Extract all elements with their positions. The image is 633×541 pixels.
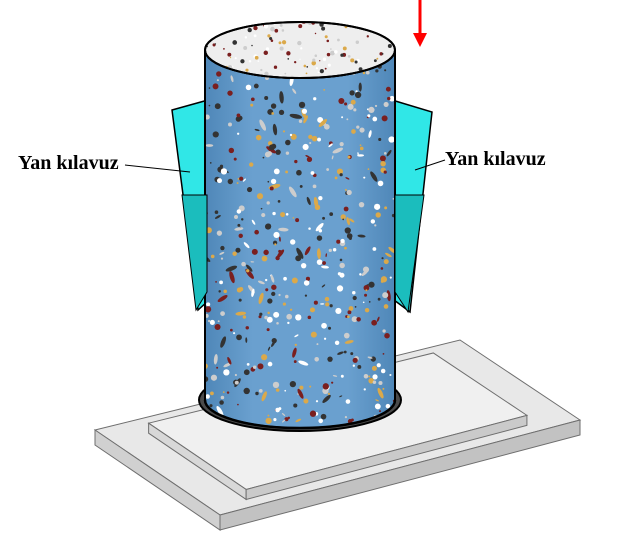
label-side-guide-left: Yan kılavuz <box>18 152 119 175</box>
label-side-guide-right: Yan kılavuz <box>445 148 546 171</box>
side-guide-left-front <box>182 195 207 310</box>
side-guide-right-front <box>395 195 424 312</box>
load-arrow-head <box>413 33 427 47</box>
